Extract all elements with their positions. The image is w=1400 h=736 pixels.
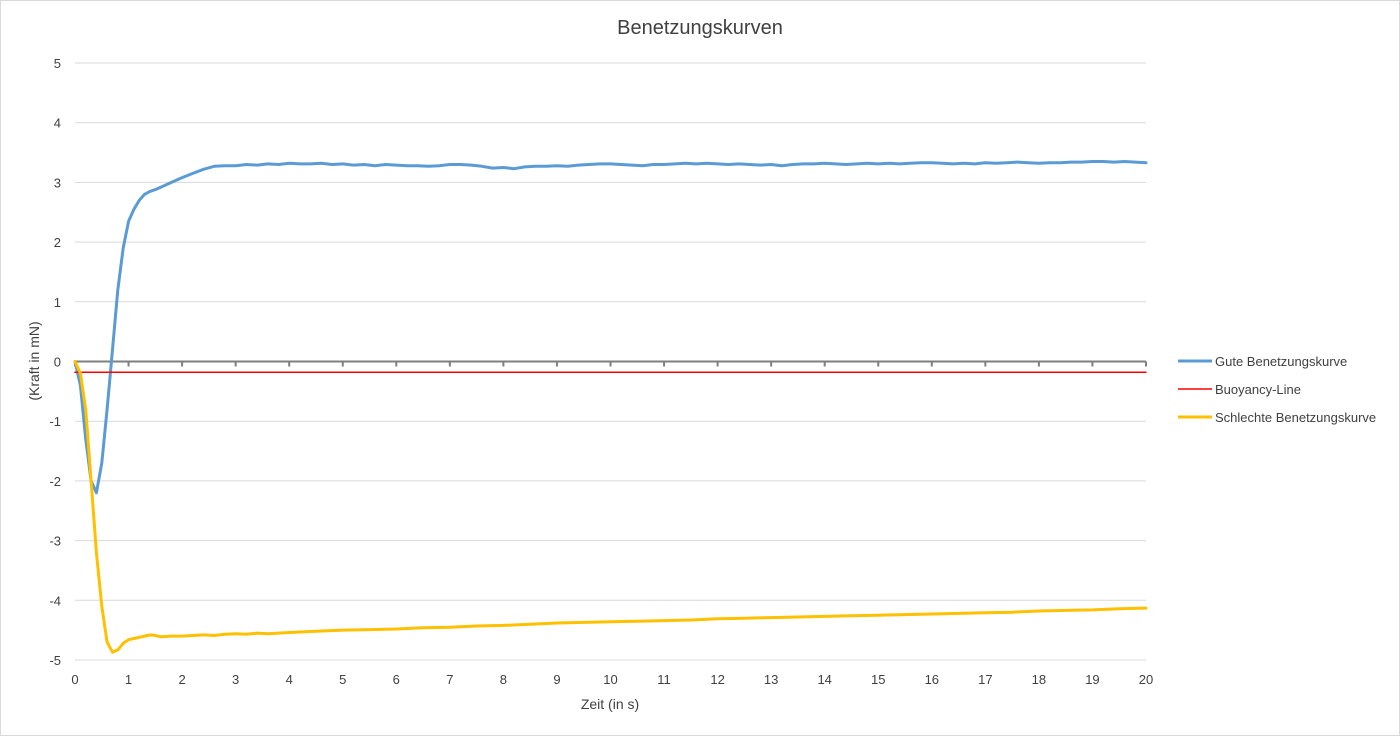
x-tick-label: 19 [1085, 672, 1099, 687]
legend: Gute Benetzungskurve Buoyancy-Line Schlech… [1178, 354, 1376, 425]
chart-title: Benetzungskurven [617, 17, 783, 39]
x-tick-label: 7 [446, 672, 453, 687]
x-axis-title: Zeit (in s) [581, 696, 639, 712]
x-tick-label: 9 [553, 672, 560, 687]
series-layer [73, 160, 1148, 654]
gridlines [75, 62, 1146, 661]
series-line-2 [73, 360, 1148, 654]
x-tick-label: 8 [500, 672, 507, 687]
legend-label: Gute Benetzungskurve [1215, 354, 1347, 369]
x-tick-label: 5 [339, 672, 346, 687]
y-tick-label: 1 [54, 295, 61, 310]
x-tick-label: 0 [71, 672, 78, 687]
y-axis-title: (Kraft in mN) [26, 321, 42, 400]
x-tick-label: 12 [710, 672, 724, 687]
y-tick-label: 3 [54, 175, 61, 190]
y-tick-label: 5 [54, 56, 61, 71]
x-tick-label: 11 [657, 672, 671, 687]
x-tick-label: 14 [817, 672, 831, 687]
legend-label: Schlechte Benetzungskurve [1215, 410, 1376, 425]
x-tick-label: 15 [871, 672, 885, 687]
y-tick-label: -1 [49, 414, 61, 429]
y-tick-label: -5 [49, 653, 61, 668]
y-tick-label: -4 [49, 593, 61, 608]
x-tick-label: 6 [393, 672, 400, 687]
x-tick-label: 4 [286, 672, 293, 687]
series-line-0 [73, 160, 1148, 495]
x-tick-label: 2 [178, 672, 185, 687]
legend-label: Buoyancy-Line [1215, 382, 1301, 397]
x-tick-label: 18 [1032, 672, 1046, 687]
x-tick-label: 10 [603, 672, 617, 687]
y-tick-label: 2 [54, 235, 61, 250]
y-tick-label: -2 [49, 474, 61, 489]
y-tick-label: 4 [54, 116, 61, 131]
x-tick-label: 16 [925, 672, 939, 687]
x-tick-label: 3 [232, 672, 239, 687]
y-tick-label: -3 [49, 534, 61, 549]
x-tick-label: 13 [764, 672, 778, 687]
x-axis [74, 360, 1147, 367]
x-tick-label: 20 [1139, 672, 1153, 687]
x-tick-label: 1 [125, 672, 132, 687]
x-tick-label: 17 [978, 672, 992, 687]
y-tick-label: 0 [54, 355, 61, 370]
